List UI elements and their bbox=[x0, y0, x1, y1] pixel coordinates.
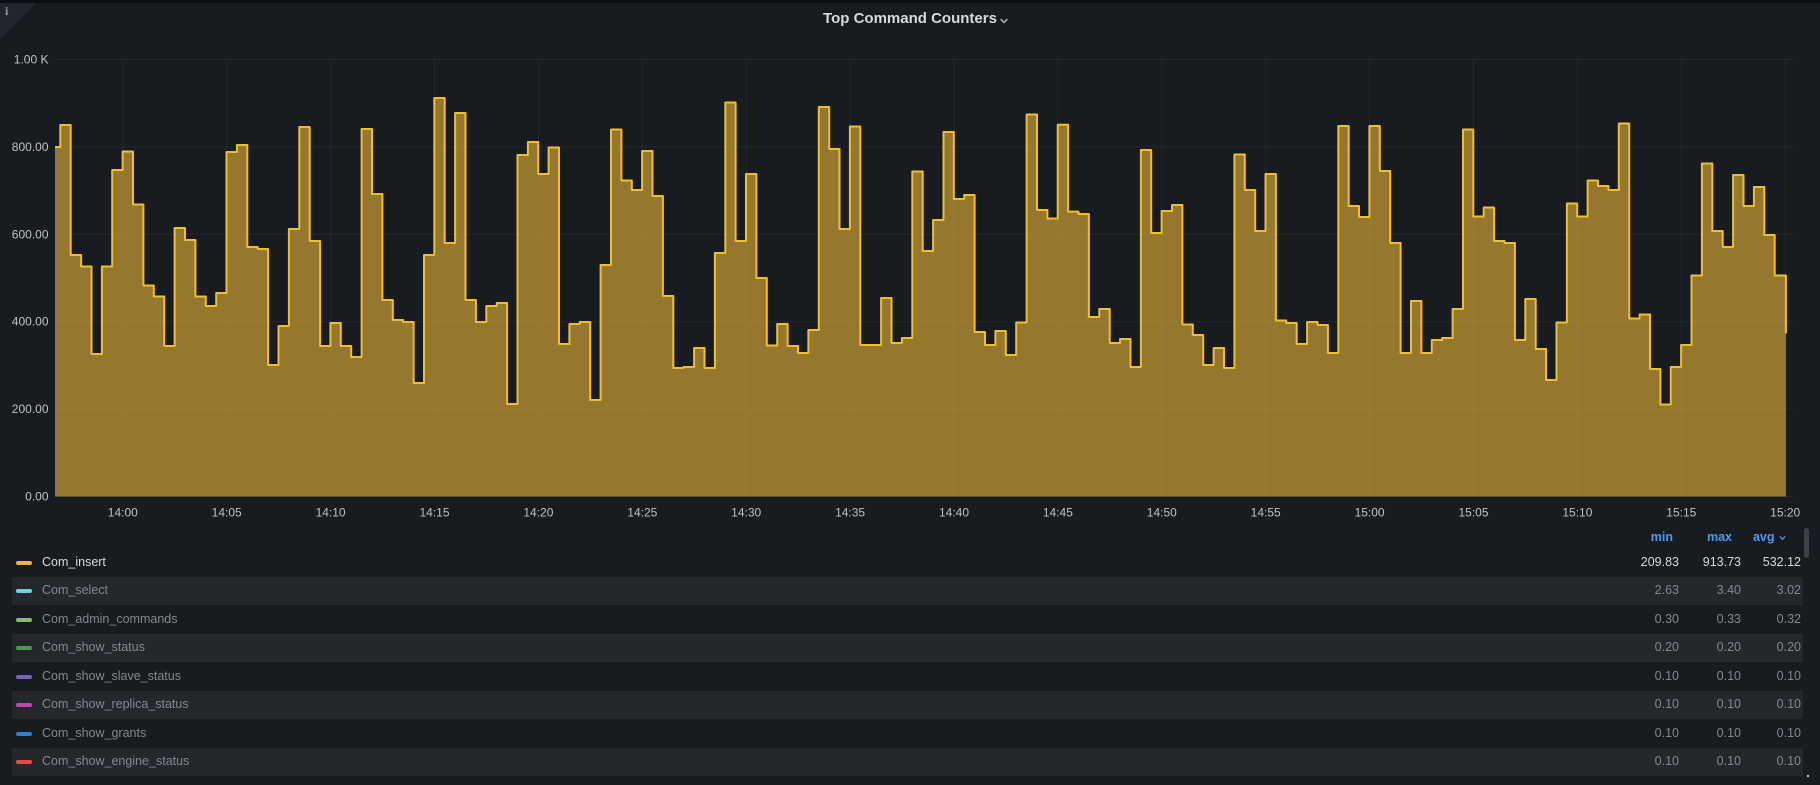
svg-text:14:20: 14:20 bbox=[523, 506, 553, 520]
svg-text:15:10: 15:10 bbox=[1562, 506, 1592, 520]
svg-text:15:00: 15:00 bbox=[1355, 506, 1385, 520]
svg-text:1.00 K: 1.00 K bbox=[14, 53, 49, 67]
svg-text:14:00: 14:00 bbox=[108, 506, 138, 520]
svg-text:14:15: 14:15 bbox=[419, 506, 449, 520]
svg-text:14:05: 14:05 bbox=[212, 506, 242, 520]
svg-text:14:50: 14:50 bbox=[1147, 506, 1177, 520]
svg-text:14:40: 14:40 bbox=[939, 506, 969, 520]
svg-text:0.00: 0.00 bbox=[25, 490, 49, 504]
svg-text:14:35: 14:35 bbox=[835, 506, 865, 520]
svg-text:600.00: 600.00 bbox=[12, 227, 49, 241]
svg-text:14:30: 14:30 bbox=[731, 506, 761, 520]
svg-text:400.00: 400.00 bbox=[12, 315, 49, 329]
svg-text:15:20: 15:20 bbox=[1770, 506, 1800, 520]
svg-text:200.00: 200.00 bbox=[12, 402, 49, 416]
svg-text:15:15: 15:15 bbox=[1666, 506, 1696, 520]
svg-text:800.00: 800.00 bbox=[12, 140, 49, 154]
svg-text:14:25: 14:25 bbox=[627, 506, 657, 520]
svg-text:14:10: 14:10 bbox=[316, 506, 346, 520]
svg-text:14:55: 14:55 bbox=[1251, 506, 1281, 520]
svg-text:15:05: 15:05 bbox=[1458, 506, 1488, 520]
svg-text:14:45: 14:45 bbox=[1043, 506, 1073, 520]
